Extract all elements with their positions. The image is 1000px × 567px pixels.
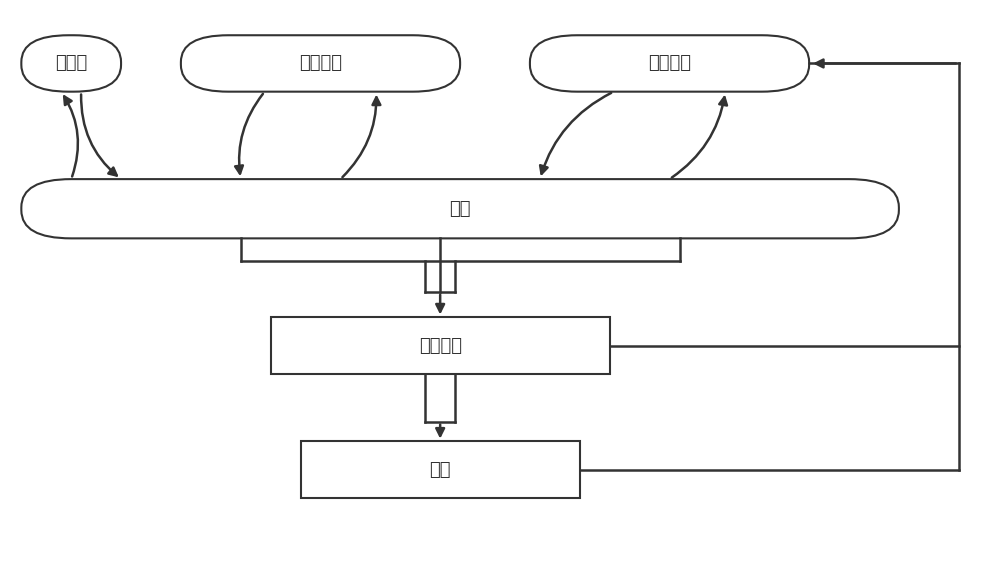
Text: 搜索查找: 搜索查找 xyxy=(648,54,691,73)
Text: 下单: 下单 xyxy=(429,461,451,479)
FancyBboxPatch shape xyxy=(21,179,899,238)
FancyBboxPatch shape xyxy=(530,35,809,92)
FancyBboxPatch shape xyxy=(181,35,460,92)
Bar xyxy=(271,318,610,374)
Text: 品类查找: 品类查找 xyxy=(299,54,342,73)
FancyBboxPatch shape xyxy=(21,35,121,92)
Text: 商品: 商品 xyxy=(449,200,471,218)
Text: 加购物车: 加购物车 xyxy=(419,337,462,354)
Bar xyxy=(301,442,580,498)
Text: 启动页: 启动页 xyxy=(55,54,87,73)
